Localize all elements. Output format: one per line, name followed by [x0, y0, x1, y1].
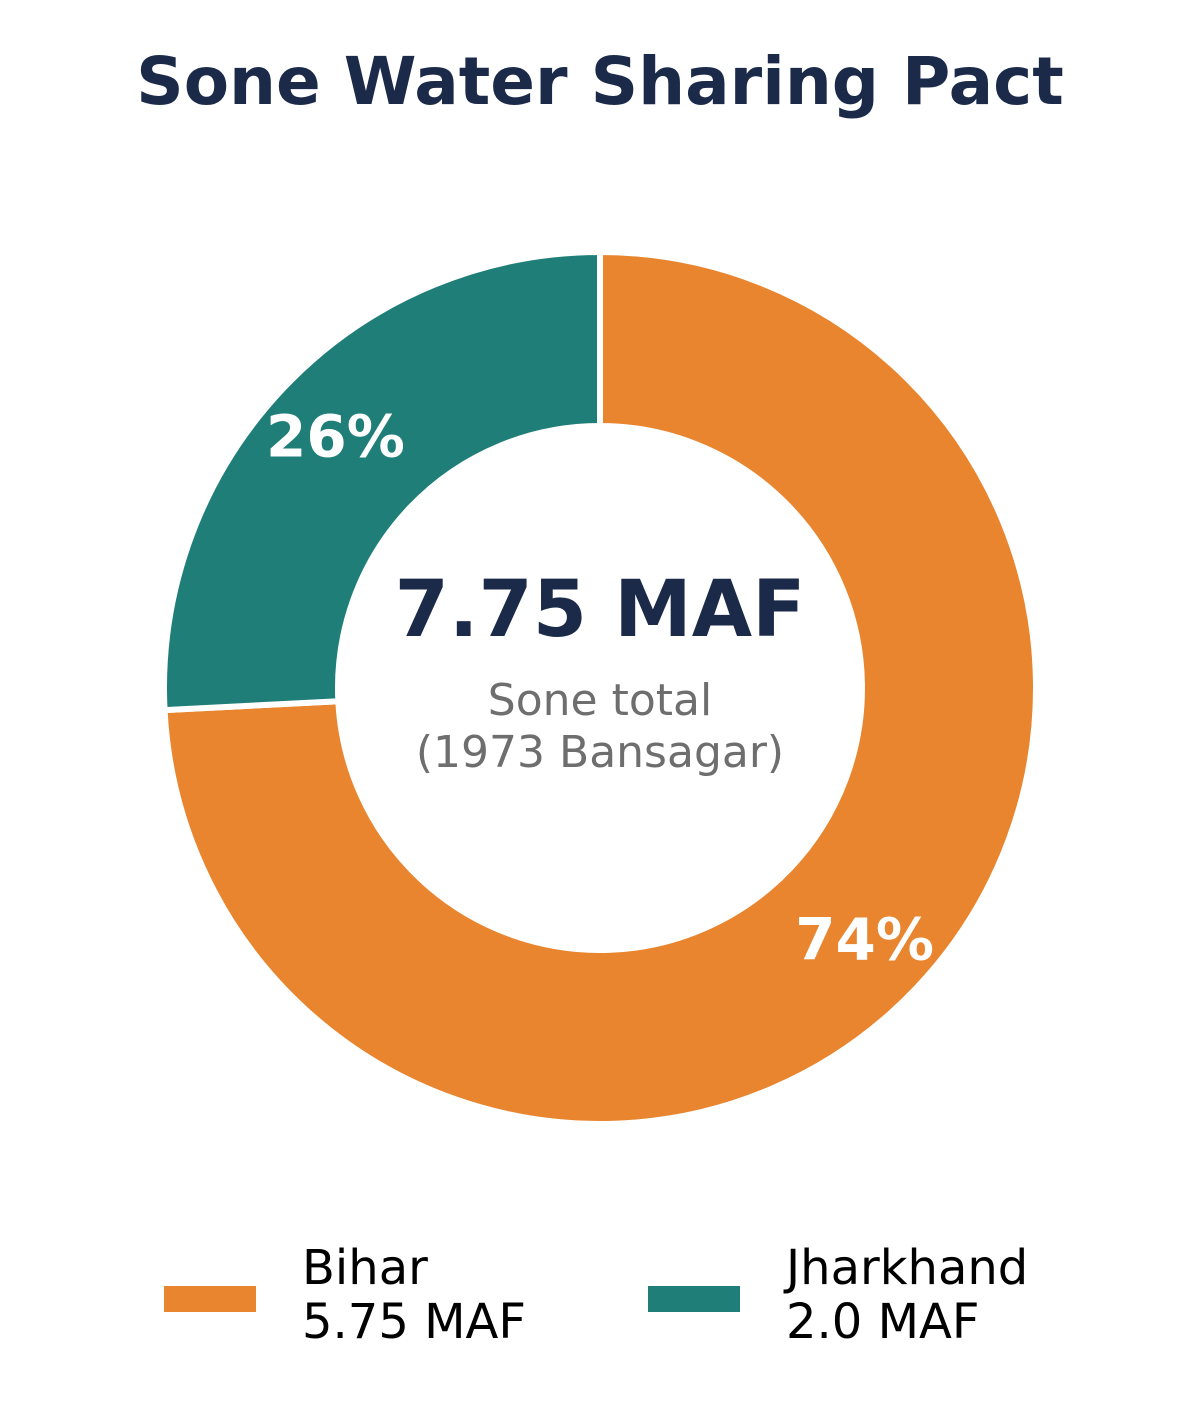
chart-title: Sone Water Sharing Pact — [136, 43, 1064, 120]
legend-value-bihar: 5.75 MAF — [302, 1294, 526, 1350]
slice-label-bihar: 74% — [795, 905, 934, 973]
legend-value-jharkhand: 2.0 MAF — [786, 1294, 979, 1350]
center-total: 7.75 MAF Sone total (1973 Bansagar) — [395, 565, 806, 778]
slice-jharkhand — [161, 248, 603, 714]
legend-swatch-jharkhand — [648, 1286, 740, 1312]
legend-name-jharkhand: Jharkhand — [783, 1240, 1028, 1296]
slice-percent-labels: 74% 26% — [266, 403, 934, 974]
legend-name-bihar: Bihar — [302, 1240, 428, 1296]
slice-bihar — [161, 248, 1039, 1127]
center-total-source: (1973 Bansagar) — [416, 727, 784, 778]
donut-slices — [161, 248, 1039, 1127]
center-total-value: 7.75 MAF — [395, 565, 806, 655]
legend-swatch-bihar — [164, 1286, 256, 1312]
slice-label-jharkhand: 26% — [266, 403, 405, 471]
center-total-label: Sone total — [488, 675, 712, 726]
